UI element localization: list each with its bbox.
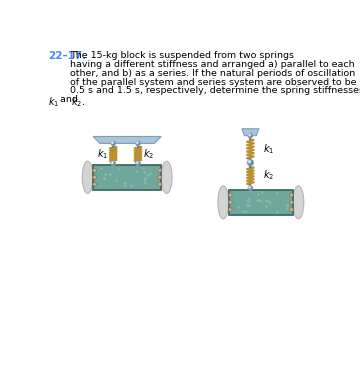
Bar [93, 165, 161, 190]
Circle shape [136, 162, 138, 163]
Circle shape [228, 193, 232, 197]
Circle shape [136, 142, 138, 144]
Ellipse shape [82, 161, 93, 193]
Polygon shape [242, 129, 259, 136]
Circle shape [111, 141, 116, 146]
Text: $k_2$: $k_2$ [143, 147, 154, 161]
Ellipse shape [161, 161, 172, 193]
Text: The 15-kg block is suspended from two springs: The 15-kg block is suspended from two sp… [70, 51, 294, 60]
Circle shape [289, 200, 293, 204]
Bar [229, 190, 293, 215]
Text: and: and [57, 95, 81, 104]
Circle shape [158, 175, 162, 179]
Text: other, and b) as a series. If the natural periods of oscillation: other, and b) as a series. If the natura… [70, 69, 355, 78]
Circle shape [248, 186, 253, 190]
Ellipse shape [218, 186, 229, 219]
Circle shape [112, 142, 113, 144]
Circle shape [158, 168, 162, 172]
Circle shape [289, 208, 293, 212]
Text: having a different stiffness and arranged a) parallel to each: having a different stiffness and arrange… [70, 60, 355, 69]
Circle shape [248, 161, 251, 163]
Circle shape [93, 175, 96, 179]
Circle shape [136, 141, 140, 146]
Circle shape [247, 160, 253, 166]
Circle shape [228, 208, 232, 212]
Circle shape [93, 168, 96, 172]
Circle shape [228, 200, 232, 204]
Polygon shape [93, 136, 161, 143]
Circle shape [248, 133, 253, 138]
Ellipse shape [293, 186, 304, 219]
Text: $k_1$: $k_1$ [263, 142, 274, 156]
Circle shape [112, 162, 113, 163]
Text: 0.5 s and 1.5 s, respectively, determine the spring stiffnesses: 0.5 s and 1.5 s, respectively, determine… [70, 86, 360, 95]
Text: $k_2$.: $k_2$. [71, 95, 86, 109]
Text: 22–17.: 22–17. [48, 51, 86, 61]
Circle shape [93, 182, 96, 186]
Text: of the parallel system and series system are observed to be: of the parallel system and series system… [70, 78, 356, 87]
Circle shape [249, 187, 251, 188]
Text: $k_1$: $k_1$ [97, 147, 108, 161]
Text: $k_1$: $k_1$ [48, 95, 59, 109]
Circle shape [136, 161, 140, 166]
Circle shape [111, 161, 116, 166]
Circle shape [249, 134, 251, 136]
Text: $k_2$: $k_2$ [263, 168, 274, 182]
Circle shape [289, 193, 293, 197]
Circle shape [158, 182, 162, 186]
